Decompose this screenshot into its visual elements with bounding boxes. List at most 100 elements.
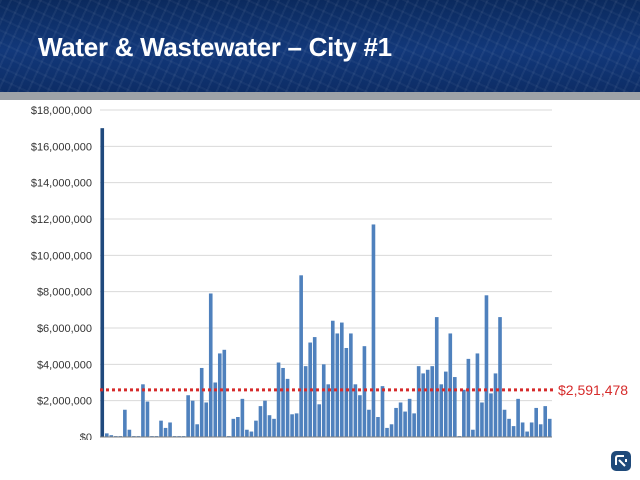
corner-logo-icon[interactable] bbox=[610, 450, 632, 472]
x-tick-label: 2110 bbox=[532, 439, 555, 440]
bar-2104 bbox=[520, 422, 525, 437]
bar-2080 bbox=[412, 413, 416, 437]
bar-2058 bbox=[312, 337, 317, 437]
bar-2069 bbox=[362, 346, 367, 437]
y-tick-label: $8,000,000 bbox=[37, 287, 92, 299]
bar-2036 bbox=[213, 382, 218, 437]
bar-2060 bbox=[321, 364, 326, 437]
bar-2079 bbox=[407, 398, 412, 437]
bar-2061 bbox=[326, 384, 331, 437]
bar-2108 bbox=[538, 424, 543, 437]
bar-2077 bbox=[398, 402, 403, 437]
bar-2076 bbox=[394, 407, 398, 437]
bar-2085 bbox=[434, 317, 439, 437]
bar-2016 bbox=[123, 409, 127, 437]
bar-2024 bbox=[159, 420, 163, 437]
bar-2089 bbox=[453, 377, 457, 437]
bar-2106 bbox=[529, 422, 534, 437]
bar-2070 bbox=[367, 409, 371, 437]
bar-2107 bbox=[534, 407, 538, 437]
x-tick-label: 2020 bbox=[125, 439, 149, 440]
x-tick-label: 2040 bbox=[215, 439, 239, 440]
bar-2053 bbox=[290, 414, 294, 437]
bar-2065 bbox=[344, 347, 349, 437]
x-tick-label: 2065 bbox=[328, 439, 352, 440]
y-tick-label: $14,000,000 bbox=[31, 178, 92, 190]
bar-2030 bbox=[186, 395, 190, 437]
x-tick-label: 2050 bbox=[260, 439, 284, 440]
x-tick-label: 2080 bbox=[396, 439, 420, 440]
bar-2049 bbox=[272, 418, 276, 437]
bar-2064 bbox=[340, 322, 344, 437]
bar-2032 bbox=[195, 424, 199, 437]
bar-2050 bbox=[276, 362, 281, 437]
bar-2020 bbox=[141, 384, 145, 437]
x-tick-label: 2075 bbox=[373, 439, 397, 440]
bar-2026 bbox=[168, 422, 172, 437]
y-tick-label: $4,000,000 bbox=[37, 359, 92, 371]
bar-2088 bbox=[448, 333, 453, 437]
bar-2083 bbox=[425, 369, 430, 437]
bar-2035 bbox=[208, 293, 213, 437]
bar-2110 bbox=[547, 418, 552, 437]
x-tick-label: 2105 bbox=[509, 439, 533, 440]
x-axis-ticks: Backlog201520202025203020352040204520502… bbox=[74, 439, 555, 440]
bar-2051 bbox=[281, 367, 285, 437]
x-tick-label: 2100 bbox=[486, 439, 510, 440]
bar-2056 bbox=[303, 366, 308, 437]
bar-2040 bbox=[231, 418, 236, 437]
bar-2081 bbox=[416, 366, 421, 437]
bar-backlog bbox=[100, 128, 105, 437]
bar-2043 bbox=[245, 429, 249, 437]
x-tick-label: 2025 bbox=[147, 439, 171, 440]
bar-2041 bbox=[236, 417, 240, 437]
slide-header: Water & Wastewater – City #1 bbox=[0, 0, 640, 92]
bar-2045 bbox=[254, 420, 258, 437]
bar-2037 bbox=[217, 353, 222, 437]
bar-2099 bbox=[498, 317, 502, 437]
bar-2044 bbox=[249, 431, 254, 437]
bar-2055 bbox=[299, 275, 303, 437]
x-tick-label: 2085 bbox=[418, 439, 442, 440]
bar-2101 bbox=[507, 418, 511, 437]
bar-2094 bbox=[475, 353, 480, 437]
bar-2048 bbox=[267, 415, 272, 437]
x-tick-label: 2015 bbox=[102, 439, 126, 440]
bar-2073 bbox=[380, 386, 385, 437]
bar-2034 bbox=[204, 402, 209, 437]
bar-2097 bbox=[489, 393, 493, 437]
bar-2033 bbox=[199, 367, 204, 437]
bar-2031 bbox=[190, 400, 195, 437]
bar-2025 bbox=[163, 427, 168, 437]
bar-2092 bbox=[466, 358, 471, 437]
bar-2052 bbox=[285, 378, 290, 437]
bar-2012 bbox=[104, 433, 109, 437]
y-axis-ticks: $0 $2,000,000 $4,000,000 $6,000,000 $8,000,0… bbox=[31, 105, 92, 440]
x-tick-label: 2035 bbox=[192, 439, 216, 440]
average-reference-label: $2,591,478 bbox=[558, 382, 628, 398]
y-tick-label: $6,000,000 bbox=[37, 323, 92, 335]
y-tick-label: $16,000,000 bbox=[31, 141, 92, 153]
bar-2082 bbox=[421, 373, 425, 437]
bar-2078 bbox=[403, 411, 407, 437]
x-tick-label: 2055 bbox=[283, 439, 307, 440]
capital-needs-bar-chart: $0 $2,000,000 $4,000,000 $6,000,000 $8,000,0… bbox=[31, 105, 628, 440]
bar-2038 bbox=[222, 349, 227, 437]
bar-2062 bbox=[330, 320, 335, 437]
bar-2102 bbox=[511, 426, 516, 437]
bar-2072 bbox=[376, 417, 380, 437]
bar-2054 bbox=[294, 413, 299, 437]
y-tick-label: $0 bbox=[80, 432, 92, 440]
y-tick-label: $10,000,000 bbox=[31, 250, 92, 262]
gridlines bbox=[100, 109, 552, 402]
bar-2087 bbox=[443, 371, 448, 437]
y-tick-label: $12,000,000 bbox=[31, 214, 92, 226]
bar-2093 bbox=[471, 429, 475, 437]
y-tick-label: $2,000,000 bbox=[37, 396, 92, 408]
bar-2046 bbox=[258, 406, 263, 437]
bar-2017 bbox=[127, 429, 132, 437]
bar-2063 bbox=[335, 333, 340, 437]
slide-title: Water & Wastewater – City #1 bbox=[38, 32, 392, 62]
x-tick-label: 2045 bbox=[238, 439, 262, 440]
bar-2066 bbox=[349, 333, 353, 437]
